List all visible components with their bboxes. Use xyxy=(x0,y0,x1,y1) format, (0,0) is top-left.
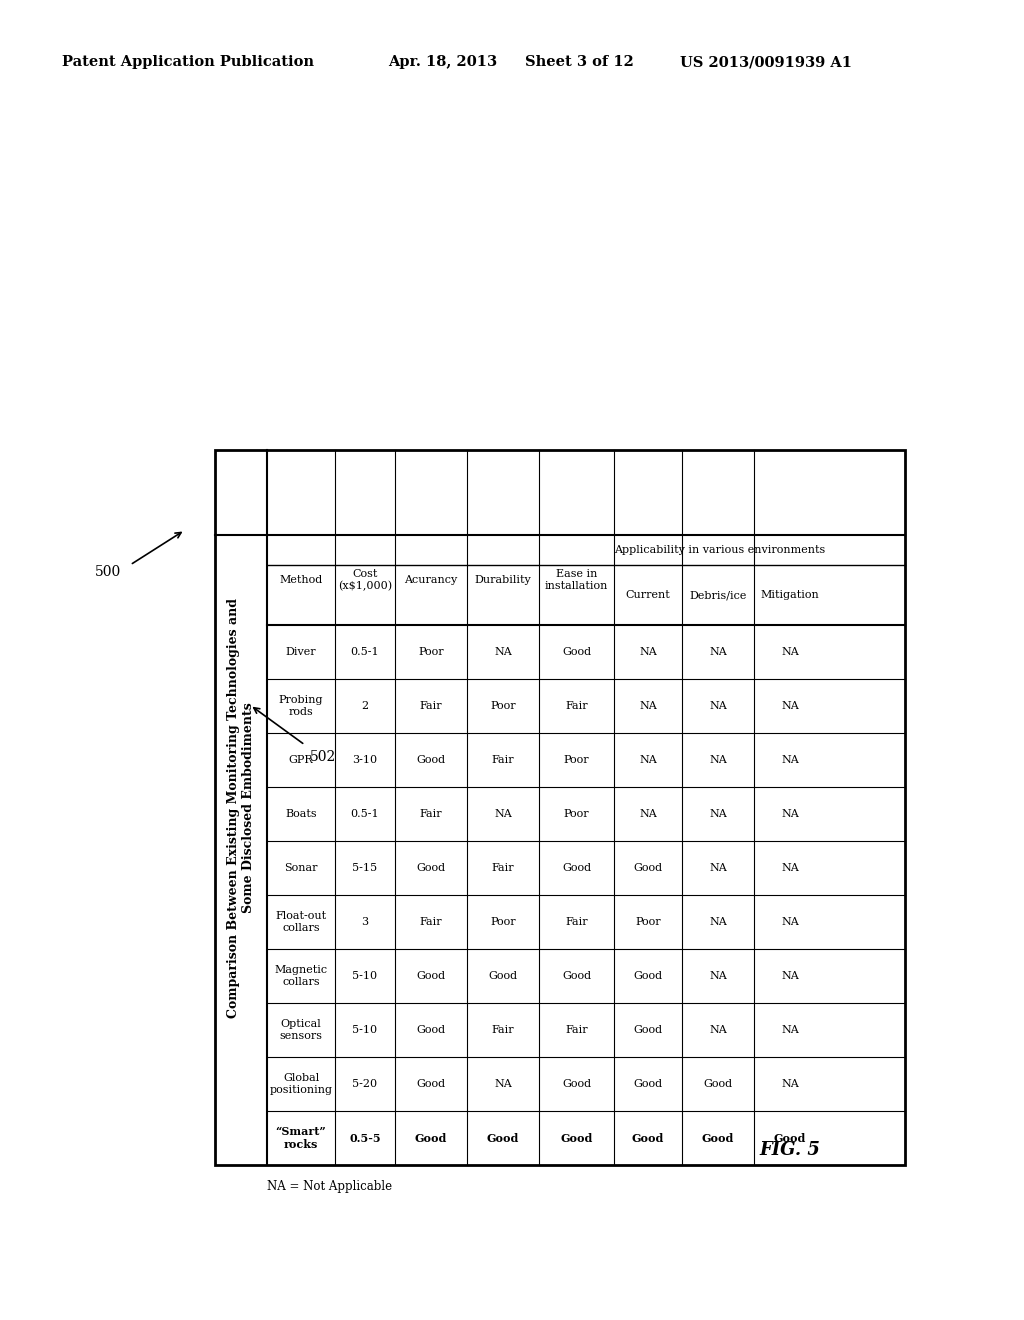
Text: Ease in
installation: Ease in installation xyxy=(545,569,608,591)
Text: Good: Good xyxy=(417,1078,445,1089)
Text: NA: NA xyxy=(495,647,512,657)
Text: NA: NA xyxy=(495,1078,512,1089)
Text: Fair: Fair xyxy=(492,1026,514,1035)
Text: 500: 500 xyxy=(95,565,121,579)
Text: NA: NA xyxy=(639,755,656,766)
Text: Good: Good xyxy=(774,1133,806,1143)
Text: NA: NA xyxy=(781,647,799,657)
Text: Fair: Fair xyxy=(420,917,442,927)
Text: Float-out
collars: Float-out collars xyxy=(275,911,327,933)
Text: Cost
(x$1,000): Cost (x$1,000) xyxy=(338,569,392,591)
Bar xyxy=(215,450,905,1166)
Text: Sheet 3 of 12: Sheet 3 of 12 xyxy=(525,55,634,69)
Text: Apr. 18, 2013: Apr. 18, 2013 xyxy=(388,55,497,69)
Text: NA: NA xyxy=(781,972,799,981)
Text: NA: NA xyxy=(710,701,727,711)
Text: NA: NA xyxy=(639,647,656,657)
Text: Durability: Durability xyxy=(475,576,531,585)
Text: NA: NA xyxy=(710,647,727,657)
Text: Good: Good xyxy=(486,1133,519,1143)
Text: 0.5-1: 0.5-1 xyxy=(350,809,379,818)
Text: 0.5-5: 0.5-5 xyxy=(349,1133,381,1143)
Text: Poor: Poor xyxy=(418,647,443,657)
Text: Magnetic
collars: Magnetic collars xyxy=(274,965,328,987)
Text: Good: Good xyxy=(634,863,663,873)
Text: NA: NA xyxy=(710,809,727,818)
Text: Patent Application Publication: Patent Application Publication xyxy=(62,55,314,69)
Text: GPR: GPR xyxy=(289,755,313,766)
Text: Sonar: Sonar xyxy=(285,863,317,873)
Text: Applicability in various environments: Applicability in various environments xyxy=(614,545,825,554)
Text: NA: NA xyxy=(710,917,727,927)
Text: Good: Good xyxy=(417,972,445,981)
Text: NA: NA xyxy=(781,701,799,711)
Text: Fair: Fair xyxy=(492,755,514,766)
Text: NA: NA xyxy=(710,972,727,981)
Text: 3: 3 xyxy=(361,917,369,927)
Text: Good: Good xyxy=(634,972,663,981)
Text: Acurancy: Acurancy xyxy=(404,576,458,585)
Text: NA: NA xyxy=(710,1026,727,1035)
Text: NA: NA xyxy=(781,1078,799,1089)
Text: Comparison Between Existing Monitoring Technologies and
Some Disclosed Embodimen: Comparison Between Existing Monitoring T… xyxy=(227,598,255,1018)
Text: Poor: Poor xyxy=(635,917,660,927)
Text: Good: Good xyxy=(701,1133,734,1143)
Text: Fair: Fair xyxy=(492,863,514,873)
Text: 5-10: 5-10 xyxy=(352,972,378,981)
Text: 5-20: 5-20 xyxy=(352,1078,378,1089)
Text: Good: Good xyxy=(417,1026,445,1035)
Text: Good: Good xyxy=(417,863,445,873)
Text: Good: Good xyxy=(562,647,591,657)
Text: Mitigation: Mitigation xyxy=(761,590,819,601)
Text: Good: Good xyxy=(562,1078,591,1089)
Text: Good: Good xyxy=(562,863,591,873)
Text: Global
positioning: Global positioning xyxy=(269,1073,333,1094)
Text: Good: Good xyxy=(562,972,591,981)
Text: 502: 502 xyxy=(310,750,336,764)
Text: Boats: Boats xyxy=(286,809,316,818)
Text: Probing
rods: Probing rods xyxy=(279,696,324,717)
Text: Poor: Poor xyxy=(563,809,590,818)
Text: Fair: Fair xyxy=(420,701,442,711)
Text: NA: NA xyxy=(639,701,656,711)
Text: Poor: Poor xyxy=(563,755,590,766)
Text: NA: NA xyxy=(781,917,799,927)
Text: “Smart”
rocks: “Smart” rocks xyxy=(275,1126,327,1150)
Text: FIG. 5: FIG. 5 xyxy=(760,1140,820,1159)
Text: NA: NA xyxy=(781,809,799,818)
Text: NA: NA xyxy=(639,809,656,818)
Text: Good: Good xyxy=(560,1133,593,1143)
Text: Optical
sensors: Optical sensors xyxy=(280,1019,323,1040)
Text: Poor: Poor xyxy=(490,917,516,927)
Text: Fair: Fair xyxy=(565,917,588,927)
Text: 5-10: 5-10 xyxy=(352,1026,378,1035)
Text: Good: Good xyxy=(417,755,445,766)
Text: Good: Good xyxy=(634,1026,663,1035)
Text: Good: Good xyxy=(488,972,517,981)
Text: NA: NA xyxy=(495,809,512,818)
Text: 0.5-1: 0.5-1 xyxy=(350,647,379,657)
Text: Method: Method xyxy=(280,576,323,585)
Text: 3-10: 3-10 xyxy=(352,755,378,766)
Text: NA: NA xyxy=(781,863,799,873)
Text: NA: NA xyxy=(710,755,727,766)
Text: Diver: Diver xyxy=(286,647,316,657)
Text: NA: NA xyxy=(781,755,799,766)
Text: Good: Good xyxy=(415,1133,447,1143)
Text: Good: Good xyxy=(632,1133,665,1143)
Text: Current: Current xyxy=(626,590,671,601)
Text: Debris/ice: Debris/ice xyxy=(689,590,746,601)
Text: Good: Good xyxy=(703,1078,732,1089)
Text: 2: 2 xyxy=(361,701,369,711)
Text: NA: NA xyxy=(781,1026,799,1035)
Text: Fair: Fair xyxy=(565,701,588,711)
Text: US 2013/0091939 A1: US 2013/0091939 A1 xyxy=(680,55,852,69)
Text: Fair: Fair xyxy=(420,809,442,818)
Text: Good: Good xyxy=(634,1078,663,1089)
Text: Fair: Fair xyxy=(565,1026,588,1035)
Text: NA = Not Applicable: NA = Not Applicable xyxy=(267,1180,392,1193)
Text: Poor: Poor xyxy=(490,701,516,711)
Text: NA: NA xyxy=(710,863,727,873)
Text: 5-15: 5-15 xyxy=(352,863,378,873)
